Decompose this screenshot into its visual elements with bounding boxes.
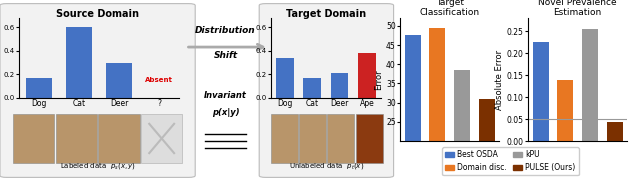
- Bar: [276, 58, 294, 98]
- FancyBboxPatch shape: [13, 114, 54, 163]
- FancyBboxPatch shape: [141, 114, 182, 163]
- FancyBboxPatch shape: [0, 4, 195, 177]
- Text: Absent: Absent: [145, 77, 173, 83]
- Text: Labeled data  $p_s(x, y)$: Labeled data $p_s(x, y)$: [60, 161, 136, 171]
- Text: Source Domain: Source Domain: [56, 9, 139, 19]
- Bar: [303, 78, 321, 98]
- Bar: [404, 35, 420, 181]
- Bar: [429, 28, 445, 181]
- FancyBboxPatch shape: [56, 114, 97, 163]
- Text: Invariant: Invariant: [204, 91, 247, 100]
- Bar: [330, 73, 348, 98]
- FancyBboxPatch shape: [259, 4, 394, 177]
- FancyBboxPatch shape: [356, 114, 383, 163]
- Title: Target
Classification: Target Classification: [420, 0, 479, 17]
- Bar: [557, 80, 573, 141]
- Bar: [106, 63, 132, 98]
- FancyBboxPatch shape: [271, 114, 298, 163]
- Y-axis label: Absolute Error: Absolute Error: [495, 50, 504, 110]
- Title: Novel Prevalence
Estimation: Novel Prevalence Estimation: [538, 0, 617, 17]
- Bar: [532, 42, 548, 141]
- Text: p(x|y): p(x|y): [212, 108, 239, 117]
- Bar: [479, 99, 495, 181]
- Bar: [26, 78, 52, 98]
- Text: Distribution: Distribution: [195, 26, 256, 35]
- Text: Target Domain: Target Domain: [286, 9, 367, 19]
- FancyBboxPatch shape: [98, 114, 140, 163]
- Text: Unlabeled data  $p_t(x)$: Unlabeled data $p_t(x)$: [289, 161, 364, 171]
- Bar: [607, 122, 623, 141]
- Y-axis label: Error: Error: [374, 69, 383, 90]
- FancyBboxPatch shape: [299, 114, 326, 163]
- FancyBboxPatch shape: [327, 114, 355, 163]
- Bar: [454, 70, 470, 181]
- Bar: [67, 28, 92, 98]
- Legend: Best OSDA, Domain disc., kPU, PULSE (Ours): Best OSDA, Domain disc., kPU, PULSE (Our…: [442, 147, 579, 175]
- Bar: [358, 53, 376, 98]
- Text: Shift: Shift: [214, 51, 237, 60]
- Bar: [582, 29, 598, 141]
